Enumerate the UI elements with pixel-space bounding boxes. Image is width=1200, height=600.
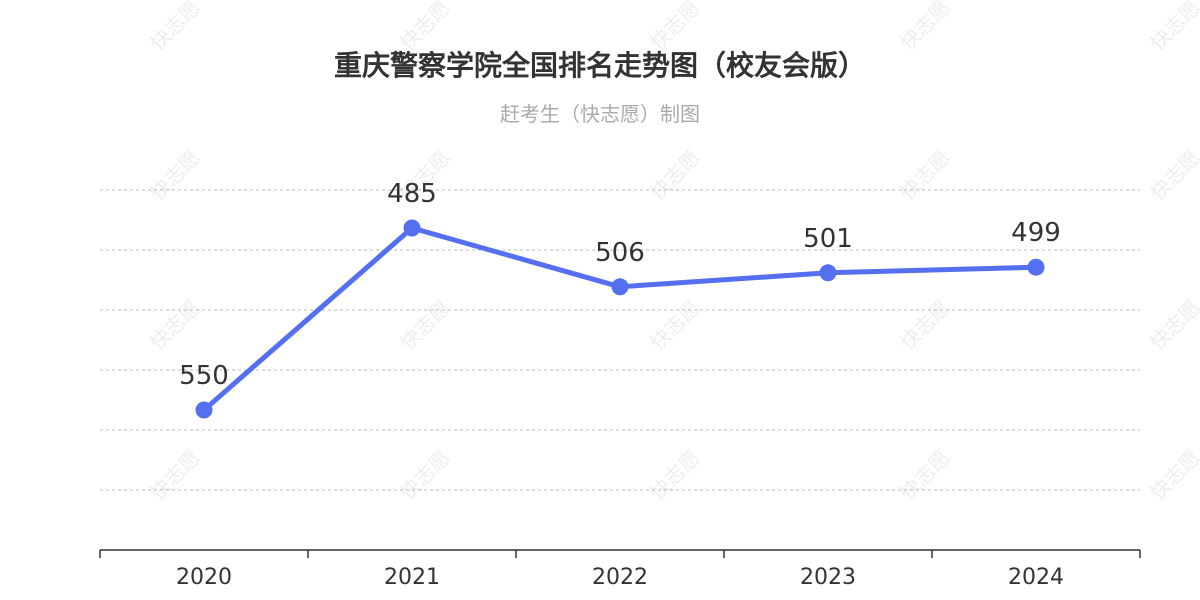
data-label: 550 [179,361,229,391]
x-tick-label: 2020 [176,565,232,590]
watermark-text: 快志愿 [895,445,954,504]
watermark-text: 快志愿 [645,295,704,354]
data-point [819,264,837,282]
watermark-text: 快志愿 [145,145,204,204]
data-label: 501 [803,224,853,254]
watermark-text: 快志愿 [145,445,204,504]
data-point [403,219,421,237]
chart-subtitle: 赶考生（快志愿）制图 [500,102,700,126]
x-tick-label: 2021 [384,565,440,590]
x-tick-label: 2022 [592,565,648,590]
watermark-text: 快志愿 [895,295,954,354]
watermark-text: 快志愿 [1145,145,1200,204]
watermark-text: 快志愿 [395,445,454,504]
watermark-text: 快志愿 [145,295,204,354]
data-label: 485 [387,179,437,209]
chart-title: 重庆警察学院全国排名走势图（校友会版） [333,49,866,82]
watermark-text: 快志愿 [645,145,704,204]
x-tick-label: 2023 [800,565,856,590]
x-tick-label: 2024 [1008,565,1064,590]
watermark-text: 快志愿 [895,0,954,55]
data-point [611,278,629,296]
watermark-text: 快志愿 [645,445,704,504]
watermark-text: 快志愿 [895,145,954,204]
data-label: 506 [595,238,645,268]
watermark-text: 快志愿 [1145,445,1200,504]
watermark-text: 快志愿 [645,0,704,55]
data-point [1027,258,1045,276]
watermark-text: 快志愿 [395,0,454,55]
watermark-text: 快志愿 [1145,295,1200,354]
data-label: 499 [1011,218,1061,248]
watermark-text: 快志愿 [145,0,204,55]
watermark-text: 快志愿 [395,295,454,354]
data-point [195,401,213,419]
watermark-text: 快志愿 [1145,0,1200,55]
